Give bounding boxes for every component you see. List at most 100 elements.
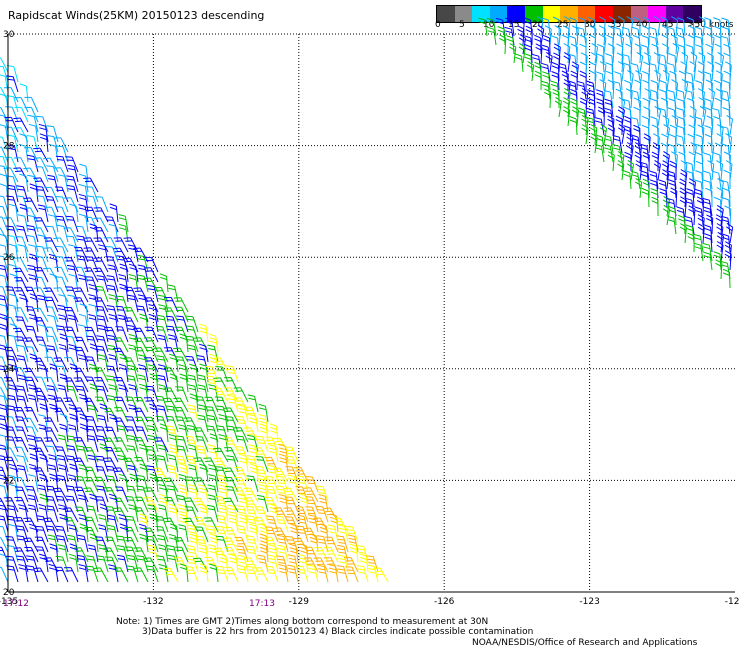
- wind-barb: [77, 274, 89, 293]
- barb-flag: [0, 407, 7, 411]
- barb-flag: [205, 460, 213, 462]
- barb-flag: [177, 438, 185, 441]
- barb-flag: [47, 214, 56, 217]
- wind-barb: [23, 337, 39, 353]
- barb-flag: [374, 570, 382, 573]
- barb-flag: [541, 80, 549, 84]
- barb-shaft: [251, 407, 259, 423]
- barb-flag: [118, 223, 126, 227]
- barb-flag: [69, 557, 77, 561]
- barb-flag: [105, 550, 113, 552]
- legend-swatch: [437, 6, 455, 22]
- barb-flag: [197, 539, 205, 541]
- barb-shaft: [13, 406, 19, 423]
- barb-flag: [368, 562, 376, 564]
- barb-flag: [527, 61, 534, 66]
- barb-shaft: [213, 346, 219, 363]
- barb-shaft: [111, 216, 119, 233]
- barb-shaft: [184, 486, 189, 503]
- barb-flag: [76, 235, 84, 238]
- wind-barb: [34, 276, 49, 293]
- wind-barb: [53, 357, 69, 373]
- barb-flag: [108, 387, 116, 391]
- barb-flag: [97, 488, 105, 491]
- wind-barb: [47, 314, 59, 333]
- barb-shaft: [702, 56, 706, 73]
- barb-flag: [129, 337, 137, 341]
- barb-flag: [297, 568, 305, 571]
- barb-flag: [140, 520, 148, 524]
- wind-barb: [46, 505, 59, 523]
- barb-flag: [634, 79, 641, 84]
- barb-flag: [259, 491, 267, 494]
- barb-flag: [223, 537, 231, 539]
- barb-shaft: [122, 256, 129, 273]
- barb-shaft: [110, 447, 119, 463]
- barb-shaft: [3, 336, 9, 353]
- barb-flag: [154, 470, 162, 473]
- barb-flag: [187, 404, 195, 407]
- wind-barb: [25, 306, 39, 323]
- barb-flag: [127, 368, 135, 371]
- barb-shaft: [133, 326, 139, 343]
- barb-shaft: [60, 397, 69, 413]
- barb-flag: [215, 380, 223, 382]
- barb-shaft: [62, 196, 69, 213]
- barb-flag: [158, 547, 166, 551]
- barb-shaft: [74, 246, 79, 263]
- wind-barb: [35, 525, 49, 543]
- barb-flag: [544, 88, 551, 93]
- wind-barb: [0, 323, 9, 343]
- wind-barb: [46, 135, 59, 153]
- barb-flag: [216, 569, 224, 571]
- wind-barb: [16, 385, 29, 403]
- barb-shaft: [212, 376, 219, 393]
- legend-label: 30: [584, 20, 596, 30]
- wind-barb: [43, 557, 59, 573]
- wind-barb: [207, 504, 219, 523]
- barb-flag: [207, 484, 215, 487]
- barb-shaft: [34, 396, 39, 413]
- wind-barb: [118, 473, 129, 493]
- barb-flag: [47, 348, 55, 351]
- barb-shaft: [25, 136, 29, 153]
- barb-flag: [79, 523, 87, 527]
- barb-flag: [544, 91, 551, 96]
- wind-barb: [178, 364, 189, 383]
- barb-shaft: [151, 417, 159, 433]
- barb-flag: [69, 463, 77, 467]
- wind-barb: [46, 445, 59, 463]
- wind-barb: [186, 325, 199, 343]
- barb-flag: [219, 481, 226, 484]
- wind-barb: [168, 454, 179, 473]
- wind-barb: [347, 534, 359, 553]
- barb-flag: [49, 567, 57, 571]
- wind-barb: [134, 416, 149, 433]
- barb-flag: [0, 423, 7, 427]
- barb-flag: [707, 61, 714, 66]
- barb-shaft: [70, 377, 79, 393]
- barb-shaft: [61, 567, 69, 583]
- barb-flag: [108, 567, 116, 571]
- barb-shaft: [212, 366, 219, 383]
- barb-flag: [78, 213, 86, 217]
- wind-barb: [147, 434, 159, 453]
- barb-flag: [133, 327, 141, 330]
- barb-shaft: [181, 547, 189, 563]
- barb-flag: [68, 424, 76, 427]
- barb-flag: [55, 215, 63, 218]
- barb-shaft: [4, 266, 9, 283]
- wind-barb: [0, 65, 9, 83]
- barb-flag: [146, 565, 154, 568]
- barb-shaft: [52, 336, 59, 353]
- wind-barb: [684, 71, 695, 91]
- barb-shaft: [664, 56, 668, 73]
- barb-flag: [186, 359, 194, 361]
- barb-flag: [149, 517, 157, 521]
- barb-shaft: [130, 357, 139, 373]
- barb-flag: [13, 167, 21, 169]
- barb-flag: [200, 330, 208, 334]
- barb-flag: [198, 452, 206, 454]
- barb-flag: [127, 568, 135, 571]
- wind-barb: [26, 565, 39, 583]
